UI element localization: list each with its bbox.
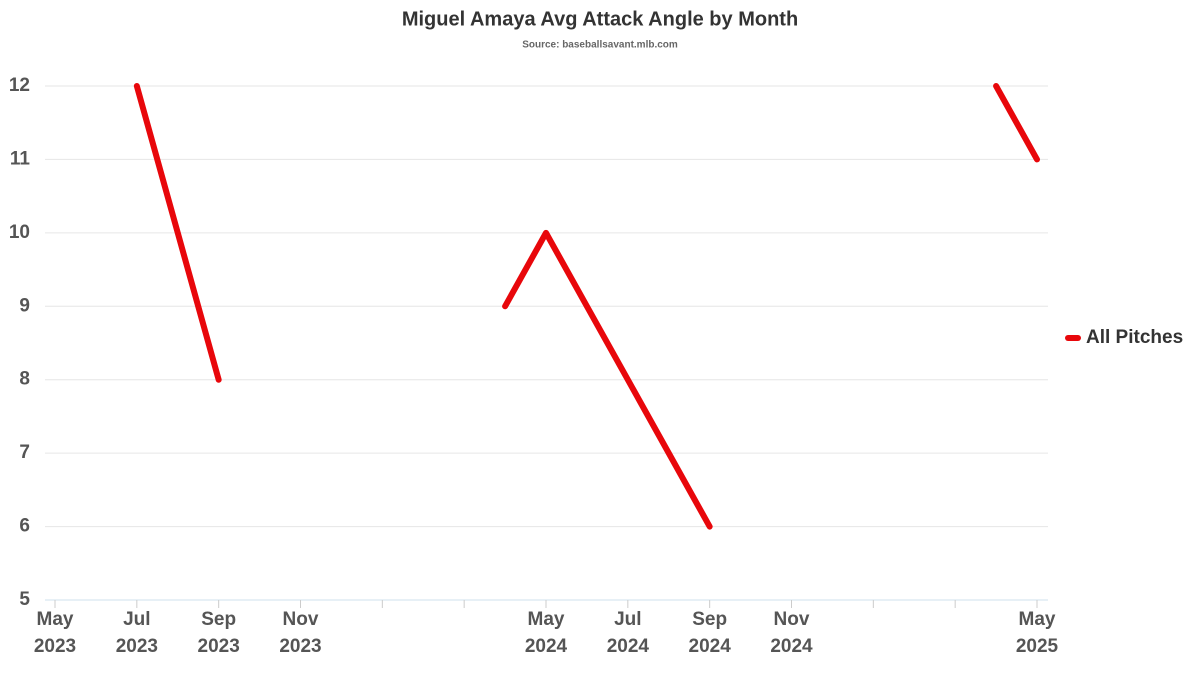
y-tick-label: 10 xyxy=(9,222,30,243)
x-tick-label: May 2023 xyxy=(34,609,76,657)
x-tick-label: Sep 2023 xyxy=(198,609,240,657)
x-tick-label: Nov 2023 xyxy=(279,609,321,657)
y-tick-label: 7 xyxy=(19,442,30,463)
y-tick-label: 9 xyxy=(19,295,30,316)
series-line xyxy=(133,83,1040,530)
legend-label: All Pitches xyxy=(1086,327,1183,348)
y-tick-label: 8 xyxy=(19,369,30,390)
y-tick-label: 11 xyxy=(10,148,31,169)
chart-subtitle: Source: baseballsavant.mlb.com xyxy=(522,40,678,51)
x-tick-label: Jul 2023 xyxy=(116,609,158,657)
x-tick-label: Nov 2024 xyxy=(770,609,813,657)
y-tick-label: 6 xyxy=(19,516,30,537)
y-tick-label: 12 xyxy=(9,75,30,96)
x-tick-label: May 2024 xyxy=(525,609,568,657)
chart-title: Miguel Amaya Avg Attack Angle by Month xyxy=(402,8,798,30)
x-tick-label: May 2025 xyxy=(1016,609,1059,657)
x-tick-label: Jul 2024 xyxy=(607,609,650,657)
x-tick-label: Sep 2024 xyxy=(689,609,732,657)
y-tick-label: 5 xyxy=(19,589,30,610)
